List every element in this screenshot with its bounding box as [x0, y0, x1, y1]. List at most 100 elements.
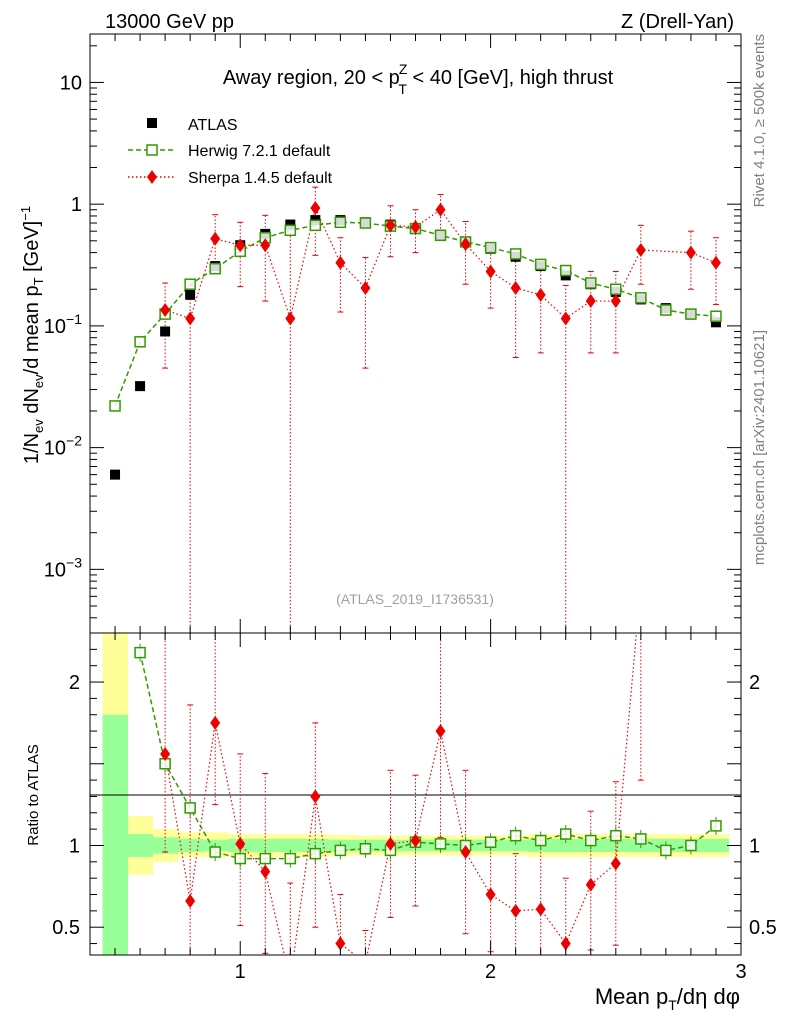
x-tick-label: 1: [235, 961, 246, 983]
ratio-band-inner: [603, 838, 629, 853]
legend-atlas-label: ATLAS: [188, 117, 238, 134]
herwig-point: [685, 308, 697, 320]
ratio-y-tick-label-right: 0.5: [749, 917, 777, 939]
header-left: 13000 GeV pp: [105, 11, 234, 33]
main-ylabel: 1/Nev dNev/d mean pT [GeV]−1: [18, 206, 46, 464]
atlas-point: [135, 381, 146, 392]
ratio-sherpa-point: [535, 902, 546, 917]
ratio-herwig-point: [334, 844, 347, 857]
ratio-band-inner: [277, 838, 304, 853]
herwig-point: [359, 217, 372, 229]
sherpa-point: [610, 294, 621, 309]
sherpa-point: [460, 237, 471, 252]
sherpa-point: [385, 218, 396, 233]
sherpa-point: [535, 287, 546, 302]
title-suffix: < 40 [GeV], high thrust: [407, 67, 614, 89]
ratio-sherpa-point: [260, 864, 271, 879]
sherpa-point: [285, 311, 296, 326]
ratio-herwig-point: [234, 852, 246, 865]
ratio-data-layer: [134, 577, 722, 988]
herwig-point: [284, 224, 297, 237]
legend-sherpa-label: Sherpa 1.4.5 default: [188, 170, 333, 187]
atlas-point: [110, 469, 121, 480]
ratio-panel: 0.5 0.5 1 1 2 2 1 2 3 Ratio to ATLAS Mean pT/dη …: [25, 577, 777, 1013]
sherpa-point: [685, 245, 696, 260]
ratio-herwig-point: [484, 836, 497, 848]
ratio-sherpa-point: [235, 836, 246, 851]
sherpa-point: [510, 280, 521, 295]
sherpa-point: [710, 255, 721, 270]
ratio-sherpa-point: [385, 836, 396, 851]
main-axis-ticks: 10−3 10−2 10−1 1 10: [44, 34, 741, 634]
ratio-sherpa-point: [435, 724, 446, 739]
ratio-y-tick-label-right: 2: [749, 672, 760, 694]
sherpa-point: [360, 280, 371, 295]
x-tick-label: 3: [735, 961, 746, 983]
ratio-y-tick-label-left: 2: [69, 672, 80, 694]
ratio-herwig-line: [139, 652, 717, 860]
legend-herwig-marker: [146, 144, 158, 156]
ratio-y-tick-label-right: 1: [749, 835, 760, 857]
ratio-herwig-point: [585, 834, 597, 847]
ratio-y-tick-label-left: 1: [69, 835, 80, 857]
herwig-point: [559, 264, 572, 277]
ratio-sherpa-point: [360, 956, 370, 970]
y-tick-label: 10: [60, 72, 82, 94]
ratio-sherpa-line: [164, 633, 638, 955]
ratio-sherpa-point: [410, 833, 421, 848]
herwig-point: [585, 277, 597, 289]
sherpa-point: [210, 231, 221, 246]
ratio-sherpa-point: [510, 903, 521, 918]
sherpa-point: [485, 264, 496, 279]
ratio-herwig-point: [685, 839, 697, 852]
ratio-band-inner: [553, 838, 579, 853]
herwig-point: [534, 258, 547, 271]
ratio-sherpa-point: [636, 577, 646, 591]
herwig-point: [434, 229, 447, 242]
ratio-band-inner: [152, 837, 179, 854]
herwig-point: [710, 310, 722, 323]
ratio-sherpa-point: [485, 887, 496, 902]
ratio-band-inner: [252, 838, 279, 853]
title-sup: Z: [399, 61, 408, 77]
ratio-band-inner: [703, 838, 729, 853]
herwig-point: [334, 216, 347, 229]
ratio-sherpa-point: [585, 877, 596, 892]
ratio-sherpa-point: [185, 894, 196, 909]
ratio-sherpa-point: [560, 936, 571, 951]
ratio-sherpa-point: [335, 936, 346, 951]
herwig-point: [610, 283, 622, 296]
herwig-point: [484, 241, 497, 254]
ratio-herwig-point: [534, 834, 547, 847]
sherpa-point: [410, 219, 421, 234]
legend: ATLAS Herwig 7.2.1 default Sherpa 1.4.5 …: [128, 117, 333, 187]
ratio-axis-ticks: 0.5 0.5 1 1 2 2 1 2 3: [52, 633, 777, 983]
sherpa-point: [185, 311, 196, 326]
main-data-layer: [109, 186, 722, 633]
sherpa-point: [235, 238, 246, 253]
herwig-point: [109, 400, 121, 412]
sherpa-point: [635, 243, 646, 258]
ratio-frame: [89, 632, 742, 956]
ratio-sherpa-point: [285, 974, 295, 988]
herwig-point: [184, 278, 196, 290]
ratio-herwig-point: [635, 833, 647, 845]
x-axis-label: Mean pT/dη dφ: [595, 984, 740, 1013]
analysis-id: (ATLAS_2019_I1736531): [336, 591, 494, 607]
herwig-point: [660, 304, 672, 316]
herwig-point: [509, 248, 522, 260]
atlas-point: [710, 317, 721, 328]
ratio-sherpa-point: [160, 746, 171, 761]
ratio-band-inner: [503, 839, 529, 852]
ratio-y-tick-label-left: 0.5: [52, 917, 80, 939]
ratio-herwig-point: [259, 852, 272, 865]
sherpa-point: [160, 303, 171, 318]
ratio-herwig-point: [434, 838, 447, 850]
sherpa-point: [310, 201, 321, 216]
sherpa-point: [335, 255, 346, 270]
legend-sherpa-marker: [147, 170, 157, 184]
ratio-ylabel: Ratio to ATLAS: [25, 744, 42, 845]
ratio-herwig-point: [660, 844, 672, 857]
x-tick-label: 2: [485, 961, 496, 983]
